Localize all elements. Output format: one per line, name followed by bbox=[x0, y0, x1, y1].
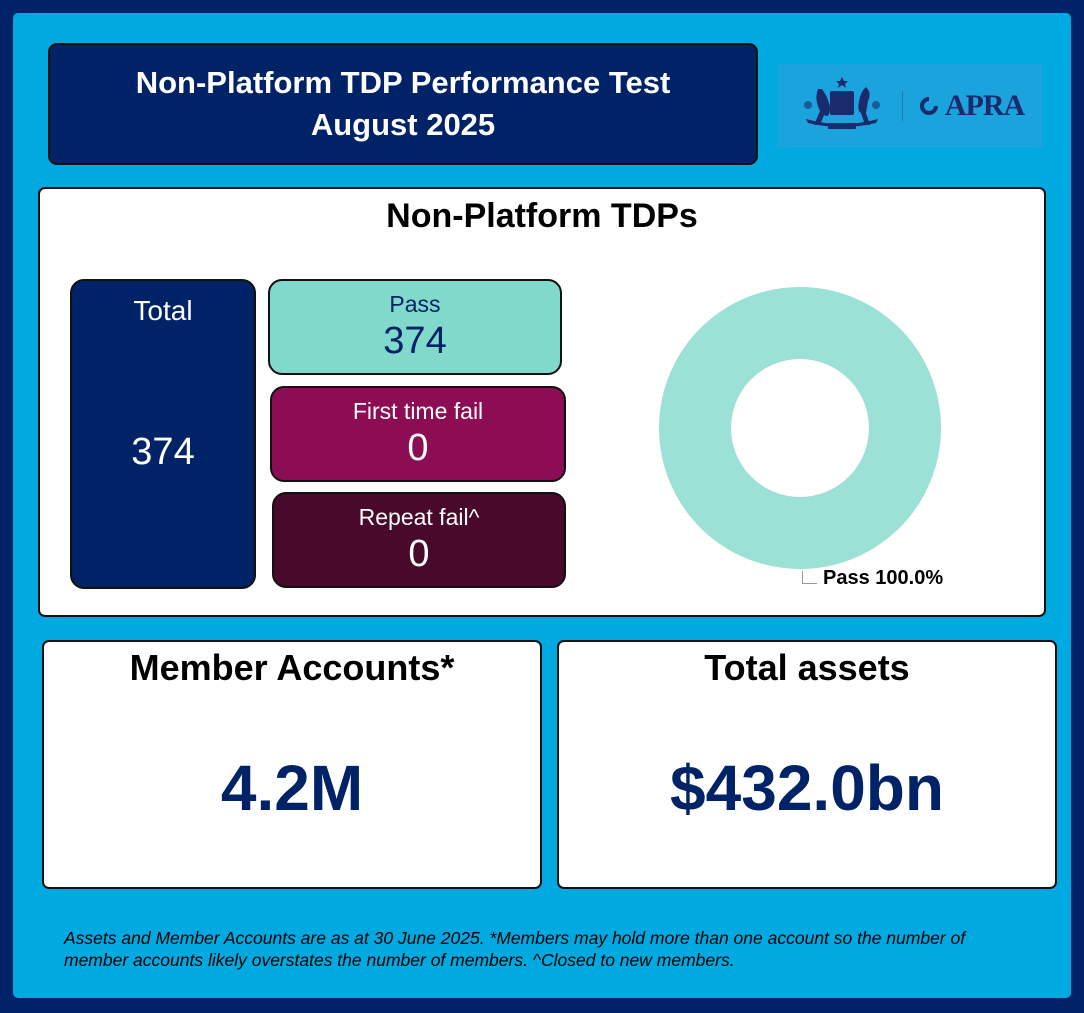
total-assets-title: Total assets bbox=[704, 647, 910, 688]
pass-value: 374 bbox=[383, 320, 447, 362]
member-accounts-panel: Member Accounts* 4.2M bbox=[42, 640, 542, 889]
repeat-fail-card: Repeat fail^ 0 bbox=[272, 492, 566, 588]
member-accounts-title: Member Accounts* bbox=[129, 647, 455, 688]
apra-wordmark: APRA bbox=[917, 89, 1025, 123]
first-time-fail-card: First time fail 0 bbox=[270, 386, 566, 482]
first-time-fail-value: 0 bbox=[407, 427, 429, 469]
commonwealth-coat-of-arms-icon bbox=[803, 77, 880, 129]
total-assets-panel: Total assets $432.0bn bbox=[557, 640, 1057, 889]
repeat-fail-label: Repeat fail^ bbox=[358, 504, 480, 530]
pass-label: Pass bbox=[389, 291, 441, 317]
summary-panel: Non-Platform TDPs Total 374 Pass 374 Fir… bbox=[38, 187, 1046, 617]
summary-title: Non-Platform TDPs bbox=[386, 197, 698, 235]
pass-card: Pass 374 bbox=[268, 279, 562, 375]
first-time-fail-label: First time fail bbox=[352, 398, 484, 424]
total-card: Total 374 bbox=[70, 279, 256, 589]
logo-divider bbox=[901, 91, 903, 121]
total-value: 374 bbox=[131, 431, 195, 473]
total-label: Total bbox=[133, 295, 193, 326]
page-title: Non-Platform TDP Performance Test August… bbox=[48, 43, 758, 165]
member-accounts-value: 4.2M bbox=[220, 752, 364, 824]
pass-donut-chart[interactable] bbox=[659, 287, 941, 569]
total-assets-value: $432.0bn bbox=[670, 752, 944, 824]
apra-logo: APRA bbox=[777, 64, 1043, 148]
footnote: Assets and Member Accounts are as at 30 … bbox=[64, 928, 966, 970]
title-line-2: August 2025 bbox=[310, 107, 496, 142]
apra-swirl-icon bbox=[919, 97, 938, 115]
donut-data-label: Pass 100.0% bbox=[802, 567, 943, 590]
leader-line bbox=[802, 571, 817, 584]
title-line-1: Non-Platform TDP Performance Test bbox=[135, 65, 671, 100]
repeat-fail-value: 0 bbox=[408, 533, 430, 575]
